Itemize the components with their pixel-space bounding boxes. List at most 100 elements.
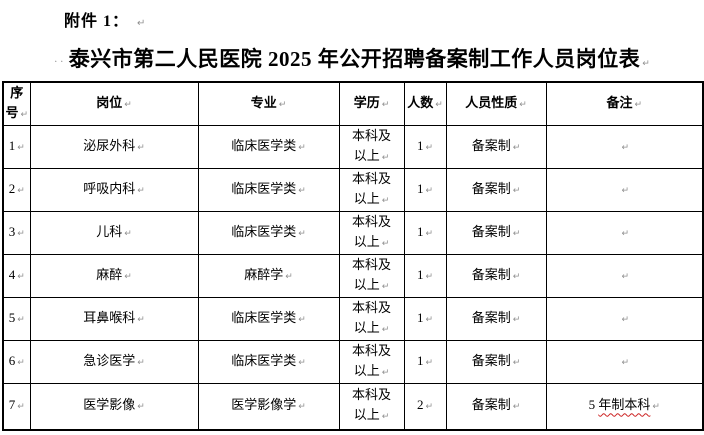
cell-major: 临床医学类 ↵ xyxy=(197,340,340,384)
cell-education: 本科及以上 ↵ xyxy=(338,211,405,255)
col-header-nature: 人员性质 ↵ xyxy=(445,81,547,126)
cell-no: 1 ↵ xyxy=(2,125,31,169)
cell-education: 本科及以上 ↵ xyxy=(338,168,405,212)
page-title-text: 泰兴市第二人民医院 2025 年公开招聘备案制工作人员岗位表 xyxy=(68,47,641,71)
paragraph-mark: ↵ xyxy=(425,358,434,368)
paragraph-mark: ↵ xyxy=(435,100,443,110)
cell-text: 本科及以上 ↵ xyxy=(351,128,391,163)
cell-position: 耳鼻喉科 ↵ xyxy=(29,297,199,341)
table-header-row: 序号 ↵ 岗位 ↵ 专业 ↵ 学历 ↵ 人数 ↵ 人员性质 ↵ 备注 ↵ xyxy=(2,81,704,126)
positions-table: 序号 ↵ 岗位 ↵ 专业 ↵ 学历 ↵ 人数 ↵ 人员性质 ↵ 备注 ↵ 1 ↵ 泌尿外科 ↵ 临床医… xyxy=(2,81,704,431)
paragraph-mark: ↵ xyxy=(137,143,145,153)
cell-nature: 备案制 ↵ xyxy=(445,340,547,384)
paragraph-mark: ↵ xyxy=(124,272,132,282)
table-body: 1 ↵ 泌尿外科 ↵ 临床医学类 ↵ 本科及以上 ↵ 1 ↵ 备案制 ↵ ↵ 2 ↵ 呼吸内科 ↵ 临床医学类 ↵ 本… xyxy=(2,125,704,430)
cell-education: 本科及以上 ↵ xyxy=(338,297,405,341)
paragraph-mark: ↵ xyxy=(298,402,306,413)
cell-education: 本科及以上 ↵ xyxy=(338,254,405,298)
cell-remark: ↵ xyxy=(545,168,704,212)
col-header-label: 序号 xyxy=(5,85,24,120)
paragraph-mark: ↵ xyxy=(137,186,145,196)
cell-text: 1 xyxy=(416,310,424,325)
paragraph-mark: ↵ xyxy=(124,229,132,239)
paragraph-mark: ↵ xyxy=(20,110,29,120)
cell-text: 6 xyxy=(8,353,16,368)
paragraph-mark: ↵ xyxy=(425,272,434,282)
cell-text: 本科及以上 ↵ xyxy=(351,387,391,423)
paragraph-mark: ↵ xyxy=(512,229,521,239)
table-row: 6 ↵ 急诊医学 ↵ 临床医学类 ↵ 本科及以上 ↵ 1 ↵ 备案制 ↵ ↵ xyxy=(2,340,704,384)
col-header-label: 专业 xyxy=(250,95,277,110)
cell-education: 本科及以上 ↵ xyxy=(338,383,405,430)
paragraph-mark: ↵ xyxy=(17,402,25,413)
space-formatting-marks: ·· xyxy=(53,53,66,68)
paragraph-mark: ↵ xyxy=(512,358,521,368)
paragraph-mark: ↵ xyxy=(17,143,25,153)
cell-nature: 备案制 ↵ xyxy=(445,254,547,298)
col-header-label: 人数 xyxy=(407,95,434,110)
cell-education: 本科及以上 ↵ xyxy=(338,125,405,169)
paragraph-mark: ↵ xyxy=(17,186,25,196)
cell-text: 备案制 xyxy=(471,310,511,325)
paragraph-mark: ↵ xyxy=(512,186,521,196)
cell-position: 麻醉 ↵ xyxy=(29,254,199,298)
col-header-education: 学历 ↵ xyxy=(338,81,405,126)
cell-text: 2 xyxy=(8,181,16,196)
paragraph-mark: ↵ xyxy=(621,315,630,325)
col-header-label: 学历 xyxy=(353,95,380,110)
cell-text: 本科及以上 ↵ xyxy=(351,257,391,292)
cell-text: 临床医学类 xyxy=(231,181,297,196)
cell-nature: 备案制 ↵ xyxy=(445,297,547,341)
cell-position: 泌尿外科 ↵ xyxy=(29,125,199,169)
cell-position: 儿科 ↵ xyxy=(29,211,199,255)
paragraph-mark: ↵ xyxy=(298,315,306,325)
paragraph-mark: ↵ xyxy=(137,315,145,325)
cell-text: 1 xyxy=(416,224,424,239)
paragraph-mark: ↵ xyxy=(425,315,434,325)
cell-text: 5 年制本科 xyxy=(588,397,651,413)
col-header-no: 序号 ↵ xyxy=(2,81,31,126)
cell-count: 1 ↵ xyxy=(403,125,447,169)
cell-count: 1 ↵ xyxy=(403,254,447,298)
cell-text: 1 xyxy=(416,181,424,196)
cell-nature: 备案制 ↵ xyxy=(445,125,547,169)
paragraph-mark: ↵ xyxy=(381,368,390,378)
cell-text: 本科及以上 ↵ xyxy=(351,343,391,378)
cell-remark: ↵ xyxy=(545,254,704,298)
cell-text: 本科及以上 ↵ xyxy=(351,300,391,335)
paragraph-mark: ↵ xyxy=(519,100,527,110)
paragraph-mark: ↵ xyxy=(137,402,145,413)
paragraph-mark: ↵ xyxy=(425,143,434,153)
paragraph-mark: ↵ xyxy=(298,143,306,153)
table-row: 2 ↵ 呼吸内科 ↵ 临床医学类 ↵ 本科及以上 ↵ 1 ↵ 备案制 ↵ ↵ xyxy=(2,168,704,212)
paragraph-mark: ↵ xyxy=(381,282,390,292)
cell-no: 3 ↵ xyxy=(2,211,31,255)
cell-count: 1 ↵ xyxy=(403,211,447,255)
cell-text: 4 xyxy=(8,267,16,282)
cell-major: 临床医学类 ↵ xyxy=(197,211,340,255)
cell-no: 2 ↵ xyxy=(2,168,31,212)
paragraph-mark: ↵ xyxy=(381,100,390,110)
paragraph-mark: ↵ xyxy=(137,18,147,29)
cell-count: 1 ↵ xyxy=(403,297,447,341)
col-header-position: 岗位 ↵ xyxy=(29,81,199,126)
paragraph-mark: ↵ xyxy=(17,272,25,282)
cell-text: 备案制 xyxy=(471,267,511,282)
cell-position: 医学影像 ↵ xyxy=(29,383,199,430)
cell-text: 1 xyxy=(416,353,424,368)
cell-text: 临床医学类 xyxy=(231,310,297,325)
paragraph-mark: ↵ xyxy=(425,186,434,196)
cell-text: 备案制 xyxy=(471,224,511,239)
table-row: 4 ↵ 麻醉 ↵ 麻醉学 ↵ 本科及以上 ↵ 1 ↵ 备案制 ↵ ↵ xyxy=(2,254,704,298)
cell-text: 医学影像 xyxy=(83,397,136,413)
col-header-label: 备注 xyxy=(606,95,633,110)
cell-remark: ↵ xyxy=(545,297,704,341)
cell-text: 临床医学类 xyxy=(231,353,297,368)
cell-no: 4 ↵ xyxy=(2,254,31,298)
paragraph-mark: ↵ xyxy=(17,229,25,239)
cell-remark: 5 年制本科 ↵ xyxy=(545,383,704,430)
paragraph-mark: ↵ xyxy=(652,402,660,413)
paragraph-mark: ↵ xyxy=(512,402,521,413)
cell-remark: ↵ xyxy=(545,340,704,384)
paragraph-mark: ↵ xyxy=(512,315,521,325)
